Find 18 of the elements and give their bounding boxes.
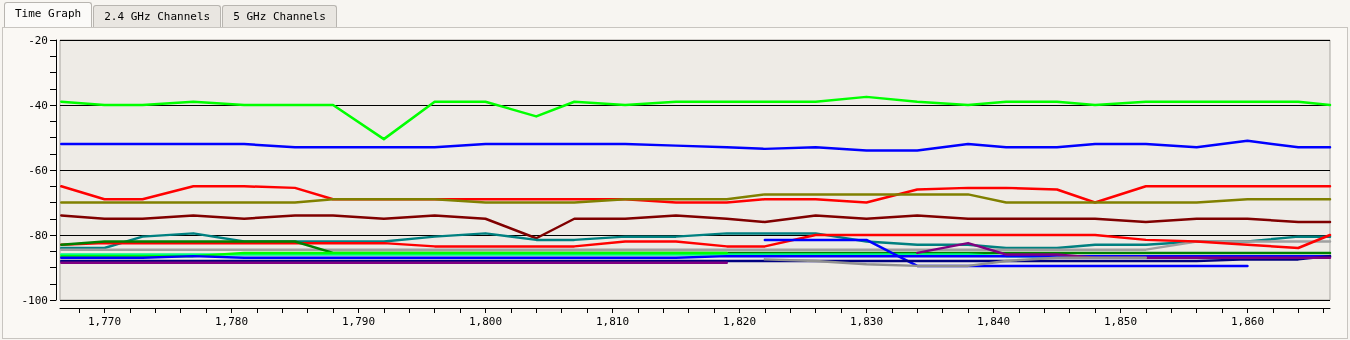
y-tick-label: -40 (28, 98, 48, 112)
y-tick-label: -100 (21, 293, 48, 307)
x-tick-label: 1,770 (87, 315, 122, 328)
x-tick-label: 1,790 (341, 315, 376, 328)
x-tick-label: 1,830 (849, 315, 884, 328)
x-tick-label: 1,840 (976, 315, 1011, 328)
x-tick-label: 1,860 (1230, 315, 1265, 328)
x-tick-label: 1,810 (595, 315, 630, 328)
x-tick-label: 1,780 (214, 315, 249, 328)
x-tick-label: 1,800 (468, 315, 503, 328)
tab: Time Graph (4, 2, 93, 27)
x-tick-label: 1,820 (722, 315, 757, 328)
tab: 2.4 GHz Channels (93, 5, 222, 27)
y-tick-label: -60 (28, 163, 48, 177)
x-tick-label: 1,850 (1103, 315, 1138, 328)
tab: 5 GHz Channels (222, 5, 337, 27)
y-tick-label: -20 (28, 33, 48, 47)
y-tick-label: -80 (28, 228, 48, 242)
